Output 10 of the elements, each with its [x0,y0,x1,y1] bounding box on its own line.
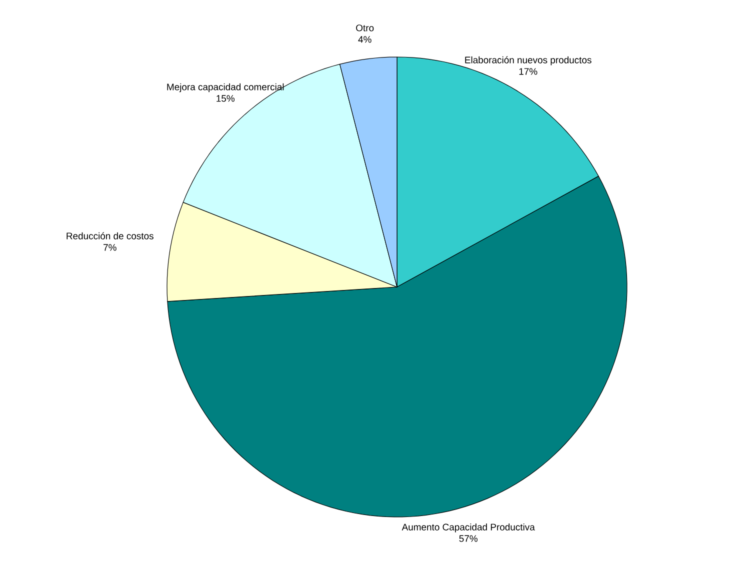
data-label: 57% [459,535,478,542]
slice-label: Aumento Capacidad Productiva [402,523,535,532]
slice-label: Mejora capacidad comercial [167,83,284,92]
data-label: 15% [216,95,235,102]
data-label: 7% [104,244,116,251]
slice-label: Otro [356,24,374,32]
data-label: 17% [519,68,538,75]
slice-label: Reducción de costos [66,232,154,240]
slice-label: Elaboración nuevos productos [465,56,592,66]
data-label: 4% [358,36,372,43]
